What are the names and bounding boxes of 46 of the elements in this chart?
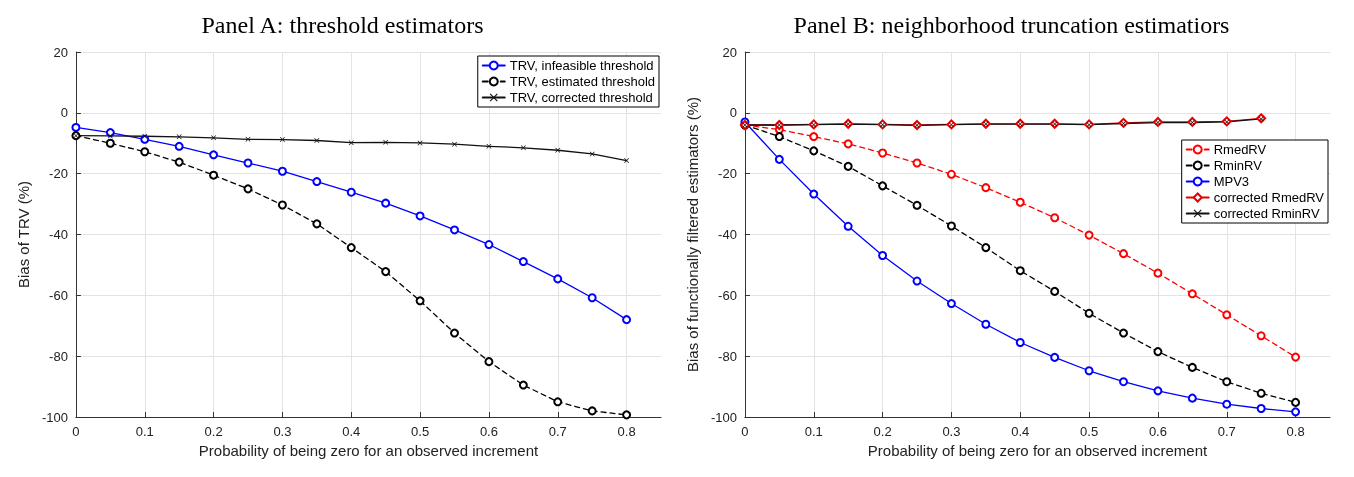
y-tick-label: 0 (729, 105, 737, 121)
y-tick-label: -60 (49, 287, 68, 303)
legend-label: corrected RminRV (1213, 206, 1320, 221)
x-tick-label: 0.3 (273, 424, 292, 439)
x-tick-label: 0.4 (1011, 424, 1030, 439)
x-tick-label: 0.4 (342, 424, 361, 439)
x-tick-label: 0 (741, 424, 749, 439)
x-tick-label: 0.8 (617, 424, 636, 439)
legend-label: TRV, estimated threshold (509, 74, 655, 89)
x-axis-title: Probability of being zero for an observed increment (867, 441, 1208, 459)
legend-label: corrected RmedRV (1213, 190, 1325, 205)
y-tick-label: -20 (718, 166, 737, 182)
x-tick-label: 0.3 (942, 424, 961, 439)
x-tick-label: 0.5 (411, 424, 430, 439)
x-tick-label: 0.1 (804, 424, 823, 439)
legend-label: TRV, infeasible threshold (509, 58, 654, 73)
legend-label: MPV3 (1213, 174, 1250, 189)
x-tick-label: 0.8 (1286, 424, 1305, 439)
y-tick-label: -80 (49, 348, 68, 364)
legend-label: RmedRV (1213, 142, 1267, 157)
y-tick-label: -100 (710, 409, 737, 425)
y-tick-label: 20 (722, 44, 737, 60)
y-tick-label: 0 (60, 105, 68, 121)
legend-label: RminRV (1213, 158, 1263, 173)
x-tick-label: 0.6 (1148, 424, 1167, 439)
chart-title: Panel A: threshold estimators (201, 12, 484, 38)
y-tick-label: 20 (53, 44, 68, 60)
legend-label: TRV, corrected threshold (509, 90, 653, 105)
y-tick-label: -40 (49, 227, 68, 242)
x-tick-label: 0.7 (548, 424, 567, 439)
y-tick-label: -20 (49, 166, 68, 182)
y-axis-title: Bias of functionally filtered estimators (%) (684, 96, 701, 373)
y-tick-label: -100 (41, 409, 68, 425)
x-tick-label: 0 (72, 424, 80, 439)
x-axis-title: Probability of being zero for an observed increment (198, 441, 539, 459)
chart-title: Panel B: neighborhood truncation estimatiors (793, 12, 1230, 38)
x-tick-label: 0.7 (1217, 424, 1236, 439)
y-tick-label: -60 (718, 287, 737, 303)
y-tick-label: -80 (718, 348, 737, 364)
x-tick-label: 0.2 (873, 424, 892, 439)
x-tick-label: 0.2 (204, 424, 223, 439)
x-tick-label: 0.6 (479, 424, 498, 439)
x-tick-label: 0.1 (135, 424, 154, 439)
x-tick-label: 0.5 (1080, 424, 1099, 439)
y-tick-label: -40 (718, 227, 737, 242)
y-axis-title: Bias of TRV (%) (15, 181, 32, 288)
